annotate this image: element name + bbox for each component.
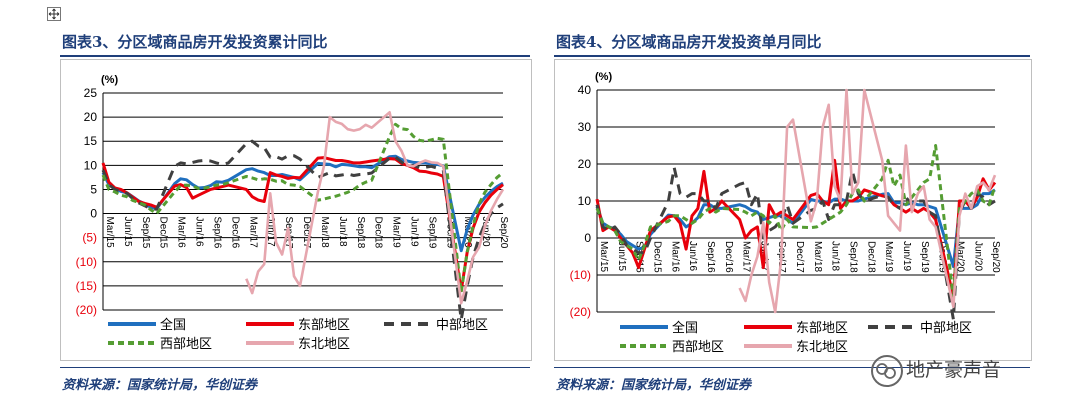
chart1-xtick-label: Mar/16 bbox=[176, 217, 187, 249]
chart1-xtick-label: Sep/19 bbox=[426, 217, 437, 249]
chart2-xtick-label: Sep/16 bbox=[705, 241, 716, 273]
chart2-xtick-label: Jun/19 bbox=[901, 241, 912, 271]
chart1-xtick-label: Dec/16 bbox=[229, 217, 240, 249]
chart1-xtick-label: Sep/18 bbox=[355, 217, 366, 249]
chart2-xtick-label: Mar/16 bbox=[669, 241, 680, 273]
chart1-xtick-label: Mar/18 bbox=[319, 217, 330, 249]
chart2-frame bbox=[554, 59, 1032, 361]
chart1-xtick-label: Jun/16 bbox=[194, 217, 205, 247]
chart1-ytick-label: 10 bbox=[84, 158, 98, 172]
chart2-xtick-label: Dec/15 bbox=[651, 241, 662, 273]
chart2-series-line bbox=[738, 88, 997, 314]
chart1-ytick-label: 5 bbox=[90, 182, 97, 196]
chart2-xtick-label: Dec/18 bbox=[865, 241, 876, 273]
chart2-xtick-label: Mar/20 bbox=[954, 241, 965, 273]
chart1-xtick-label: Dec/15 bbox=[158, 217, 169, 249]
chart2-bottom-rule bbox=[554, 367, 1030, 368]
chart1-title: 图表3、分区域商品房开发投资累计同比 bbox=[62, 33, 328, 51]
chart2-xtick-label: Sep/18 bbox=[848, 241, 859, 273]
watermark-text: 地产豪声音 bbox=[906, 359, 1002, 381]
chart1-ytick-label: (20) bbox=[76, 303, 97, 317]
chart1-ytick-label: 25 bbox=[84, 86, 98, 100]
chart1-xtick-label: Mar/15 bbox=[104, 217, 115, 249]
chart1-ytick-label: 15 bbox=[84, 134, 98, 148]
chart2-xtick-label: Dec/17 bbox=[794, 241, 805, 273]
chart2-xtick-label: Mar/17 bbox=[741, 241, 752, 273]
chart1-xtick-label: Jun/17 bbox=[265, 217, 276, 247]
chart2-xtick-label: Jun/16 bbox=[687, 241, 698, 271]
chart2-ytick-label: 20 bbox=[578, 157, 592, 171]
chart2-legend-label: 东部地区 bbox=[796, 321, 848, 336]
chart2-xtick-label: Mar/15 bbox=[598, 241, 609, 273]
chart2-series-line bbox=[595, 166, 996, 321]
chart2-ytick-label: 40 bbox=[578, 83, 592, 97]
chart2-ytick-label: 10 bbox=[578, 194, 592, 208]
chart2-xtick-label: Mar/18 bbox=[812, 241, 823, 273]
chart1-ytick-label: 0 bbox=[90, 207, 97, 221]
chart1-legend-label: 西部地区 bbox=[160, 337, 212, 352]
chart1-ytick-label: (5) bbox=[82, 231, 97, 245]
chart1-legend-label: 东北地区 bbox=[298, 337, 350, 352]
chart2-legend-label: 中部地区 bbox=[920, 321, 972, 336]
chart1-series-line bbox=[101, 122, 504, 294]
chart1-xtick-label: Dec/17 bbox=[301, 217, 312, 249]
chart1-legend-label: 中部地区 bbox=[436, 318, 488, 333]
chart2-xtick-label: Jun/15 bbox=[616, 241, 627, 271]
chart1-frame bbox=[60, 59, 532, 361]
chart2-xtick-label: Jun/20 bbox=[972, 241, 983, 271]
chart2-ytick-label: 0 bbox=[584, 231, 591, 245]
chart2-ytick-label: 30 bbox=[578, 120, 592, 134]
chart1-xtick-label: Mar/17 bbox=[247, 217, 258, 249]
chart2-legend-label: 全国 bbox=[672, 320, 698, 336]
chart1-legend-label: 全国 bbox=[160, 317, 186, 333]
chart1-series-line bbox=[101, 156, 504, 293]
chart1-xtick-label: Jun/18 bbox=[337, 217, 348, 247]
chart1-series-line bbox=[101, 139, 504, 322]
chart1-title-rule bbox=[60, 55, 530, 57]
chart1-xtick-label: Jun/20 bbox=[480, 217, 491, 247]
chart1-xtick-label: Dec/18 bbox=[373, 217, 384, 249]
table-move-handle[interactable] bbox=[47, 7, 61, 21]
wechat-icon bbox=[871, 355, 903, 387]
chart1-unit-label: (%) bbox=[101, 74, 118, 86]
chart2-series-line bbox=[595, 144, 997, 300]
chart2-xtick-label: Mar/19 bbox=[883, 241, 894, 273]
chart2-legend-label: 西部地区 bbox=[672, 340, 724, 355]
chart1-series-line bbox=[245, 111, 505, 305]
chart2-xtick-label: Dec/16 bbox=[723, 241, 734, 273]
chart2-xtick-label: Sep/20 bbox=[990, 241, 1001, 273]
chart2-source: 资料来源：国家统计局，华创证券 bbox=[556, 378, 752, 393]
move-arrows-icon bbox=[48, 8, 60, 20]
chart1-source: 资料来源：国家统计局，华创证券 bbox=[62, 378, 258, 393]
chart1-xtick-label: Sep/16 bbox=[211, 217, 222, 249]
chart2-title-rule bbox=[554, 55, 1030, 57]
chart2-xtick-label: Jun/18 bbox=[830, 241, 841, 271]
chart1-xtick-label: Sep/15 bbox=[140, 217, 151, 249]
chart1-legend-label: 东部地区 bbox=[298, 318, 350, 333]
chart2-title: 图表4、分区域商品房开发投资单月同比 bbox=[556, 33, 822, 51]
chart2-xtick-label: Sep/19 bbox=[919, 241, 930, 273]
chart2-legend-label: 东北地区 bbox=[796, 340, 848, 355]
chart1-xtick-label: Sep/20 bbox=[498, 217, 509, 249]
chart1-bottom-rule bbox=[60, 367, 530, 368]
chart1-xtick-label: Jun/19 bbox=[408, 217, 419, 247]
chart1-ytick-label: 20 bbox=[84, 110, 98, 124]
chart1-ytick-label: (10) bbox=[76, 255, 97, 269]
chart1-xtick-label: Jun/15 bbox=[122, 217, 133, 247]
chart1-xtick-label: Mar/19 bbox=[391, 217, 402, 249]
chart1-xtick-label: Dec/19 bbox=[444, 217, 455, 249]
chart2-ytick-label: (20) bbox=[570, 305, 591, 319]
chart1-ytick-label: (15) bbox=[76, 279, 97, 293]
chart2-unit-label: (%) bbox=[595, 71, 612, 83]
chart2-ytick-label: (10) bbox=[570, 268, 591, 282]
